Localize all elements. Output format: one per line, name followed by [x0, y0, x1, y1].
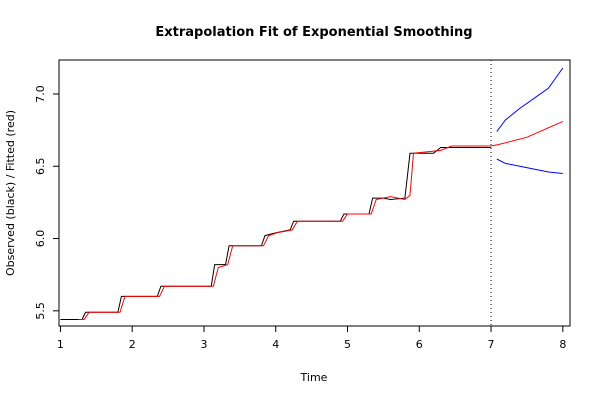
x-tick-label: 6 — [416, 338, 423, 351]
upper-bound-series-line — [496, 67, 564, 132]
x-tick-label: 1 — [57, 338, 64, 351]
y-tick-label: 7.0 — [34, 85, 47, 103]
x-tick-label: 8 — [559, 338, 566, 351]
x-axis: 1 2 3 4 5 6 7 8 — [57, 325, 566, 351]
plot-frame — [58, 59, 571, 327]
x-tick-label: 5 — [344, 338, 351, 351]
forecast-series-line — [491, 120, 564, 147]
x-axis-label: Time — [300, 371, 328, 384]
x-tick-label: 7 — [488, 338, 495, 351]
y-axis-label: Observed (black) / Fitted (red) — [4, 110, 17, 276]
x-tick-label: 3 — [200, 338, 207, 351]
y-tick-label: 6.5 — [34, 158, 47, 176]
y-tick-label: 6.0 — [34, 230, 47, 248]
lower-bound-series-line — [496, 158, 563, 174]
chart-title: Extrapolation Fit of Exponential Smoothi… — [155, 25, 472, 40]
x-tick-label: 4 — [272, 338, 279, 351]
series-layer — [60, 67, 564, 320]
x-tick-label: 2 — [129, 338, 136, 351]
y-axis: 5.5 6.0 6.5 7.0 — [34, 85, 60, 320]
y-tick-label: 5.5 — [34, 302, 47, 320]
fitted-series-line — [78, 145, 492, 320]
